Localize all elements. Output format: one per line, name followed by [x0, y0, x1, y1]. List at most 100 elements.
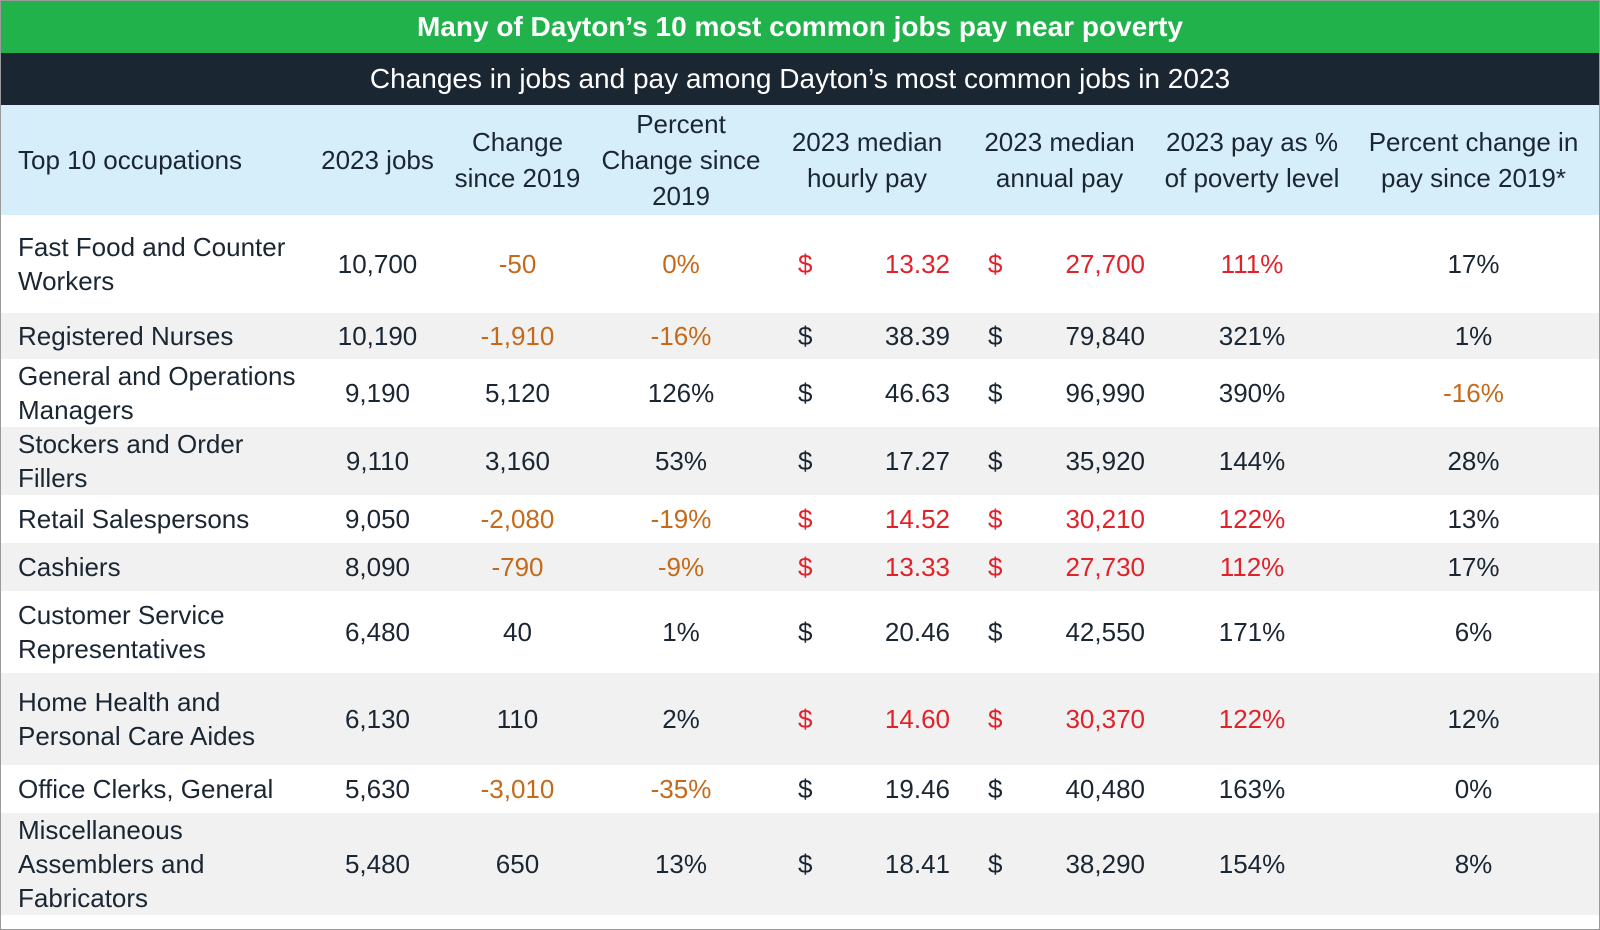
cell-hourly: $38.39	[772, 313, 962, 359]
cell-change: -50	[445, 215, 590, 313]
cell-pay-change: 17%	[1347, 215, 1600, 313]
cell-annual-value: 79,840	[1065, 321, 1145, 351]
cell-annual-value: 38,290	[1065, 849, 1145, 879]
currency-symbol: $	[988, 446, 1003, 476]
cell-pay-change: 8%	[1347, 813, 1600, 915]
cell-change: 40	[445, 591, 590, 673]
cell-hourly: $19.46	[772, 765, 962, 813]
cell-annual: $40,480	[962, 765, 1157, 813]
cell-hourly: $17.27	[772, 427, 962, 495]
cell-change: -2,080	[445, 495, 590, 543]
cell-occupation: Registered Nurses	[0, 313, 310, 359]
cell-occupation: Cashiers	[0, 543, 310, 591]
cell-occupation: General and Operations Managers	[0, 359, 310, 427]
table-row: Stockers and Order Fillers 9,110 3,160 53% $…	[0, 427, 1600, 495]
header-jobs: 2023 jobs	[310, 105, 445, 215]
cell-annual: $27,730	[962, 543, 1157, 591]
cell-pay-change: 28%	[1347, 427, 1600, 495]
cell-occupation: Miscellaneous Assemblers and Fabricators	[0, 813, 310, 915]
currency-symbol: $	[988, 249, 1003, 279]
cell-pct-poverty: 122%	[1157, 673, 1347, 765]
cell-annual: $30,210	[962, 495, 1157, 543]
cell-jobs: 5,480	[310, 813, 445, 915]
cell-hourly: $46.63	[772, 359, 962, 427]
currency-symbol: $	[988, 378, 1003, 408]
currency-symbol: $	[988, 552, 1003, 582]
cell-hourly: $14.52	[772, 495, 962, 543]
cell-jobs: 5,630	[310, 765, 445, 813]
header-row: Top 10 occupations 2023 jobs Change sinc…	[0, 105, 1600, 215]
table-row: Registered Nurses 10,190 -1,910 -16% $38.39 $…	[0, 313, 1600, 359]
chart-subtitle: Changes in jobs and pay among Dayton’s m…	[0, 53, 1600, 105]
cell-hourly-value: 13.33	[884, 552, 950, 582]
currency-symbol: $	[798, 774, 813, 804]
cell-hourly-value: 18.41	[884, 849, 950, 879]
table-row: Miscellaneous Assemblers and Fabricators…	[0, 813, 1600, 915]
cell-change: 650	[445, 813, 590, 915]
currency-symbol: $	[988, 704, 1003, 734]
cell-pct-change: 0%	[590, 215, 772, 313]
cell-pct-poverty: 122%	[1157, 495, 1347, 543]
cell-pct-poverty: 171%	[1157, 591, 1347, 673]
cell-pct-poverty: 390%	[1157, 359, 1347, 427]
header-change: Change since 2019	[445, 105, 590, 215]
cell-change: -790	[445, 543, 590, 591]
cell-occupation: Stockers and Order Fillers	[0, 427, 310, 495]
cell-pct-poverty: 163%	[1157, 765, 1347, 813]
cell-pct-change: 126%	[590, 359, 772, 427]
currency-symbol: $	[988, 849, 1003, 879]
cell-change: 110	[445, 673, 590, 765]
cell-pay-change: 13%	[1347, 495, 1600, 543]
cell-pay-change: 17%	[1347, 543, 1600, 591]
header-pct-poverty: 2023 pay as % of poverty level	[1157, 105, 1347, 215]
cell-jobs: 9,050	[310, 495, 445, 543]
cell-pct-poverty: 321%	[1157, 313, 1347, 359]
cell-hourly: $14.60	[772, 673, 962, 765]
cell-occupation: Retail Salespersons	[0, 495, 310, 543]
chart-title: Many of Dayton’s 10 most common jobs pay…	[0, 0, 1600, 53]
cell-pct-poverty: 154%	[1157, 813, 1347, 915]
cell-change: 5,120	[445, 359, 590, 427]
table-row: Customer Service Representatives 6,480 40 1…	[0, 591, 1600, 673]
data-table: Top 10 occupations 2023 jobs Change sinc…	[0, 105, 1600, 915]
cell-hourly-value: 38.39	[884, 321, 950, 351]
table-row: General and Operations Managers 9,190 5,12…	[0, 359, 1600, 427]
cell-annual-value: 27,730	[1065, 552, 1145, 582]
cell-annual: $30,370	[962, 673, 1157, 765]
cell-jobs: 8,090	[310, 543, 445, 591]
table-row: Retail Salespersons 9,050 -2,080 -19% $14.52…	[0, 495, 1600, 543]
cell-hourly-value: 46.63	[884, 378, 950, 408]
cell-annual-value: 35,920	[1065, 446, 1145, 476]
cell-jobs: 6,130	[310, 673, 445, 765]
header-pay-change: Percent change in pay since 2019*	[1347, 105, 1600, 215]
cell-hourly: $13.32	[772, 215, 962, 313]
cell-change: -3,010	[445, 765, 590, 813]
header-annual: 2023 median annual pay	[962, 105, 1157, 215]
currency-symbol: $	[988, 774, 1003, 804]
cell-hourly-value: 14.52	[884, 504, 950, 534]
cell-pct-poverty: 111%	[1157, 215, 1347, 313]
currency-symbol: $	[798, 617, 813, 647]
cell-annual-value: 42,550	[1065, 617, 1145, 647]
cell-pay-change: 12%	[1347, 673, 1600, 765]
cell-pct-change: -16%	[590, 313, 772, 359]
cell-jobs: 9,190	[310, 359, 445, 427]
cell-annual: $79,840	[962, 313, 1157, 359]
table-row: Office Clerks, General 5,630 -3,010 -35% $19…	[0, 765, 1600, 813]
cell-change: -1,910	[445, 313, 590, 359]
cell-annual-value: 96,990	[1065, 378, 1145, 408]
cell-annual: $42,550	[962, 591, 1157, 673]
cell-annual: $35,920	[962, 427, 1157, 495]
cell-jobs: 10,190	[310, 313, 445, 359]
cell-annual-value: 30,370	[1065, 704, 1145, 734]
cell-jobs: 9,110	[310, 427, 445, 495]
cell-jobs: 6,480	[310, 591, 445, 673]
cell-hourly-value: 17.27	[884, 446, 950, 476]
cell-hourly-value: 13.32	[884, 249, 950, 279]
currency-symbol: $	[988, 321, 1003, 351]
table-row: Cashiers 8,090 -790 -9% $13.33 $27,730 112% 17%	[0, 543, 1600, 591]
cell-pct-poverty: 112%	[1157, 543, 1347, 591]
cell-hourly: $18.41	[772, 813, 962, 915]
cell-pct-change: -35%	[590, 765, 772, 813]
cell-annual: $27,700	[962, 215, 1157, 313]
